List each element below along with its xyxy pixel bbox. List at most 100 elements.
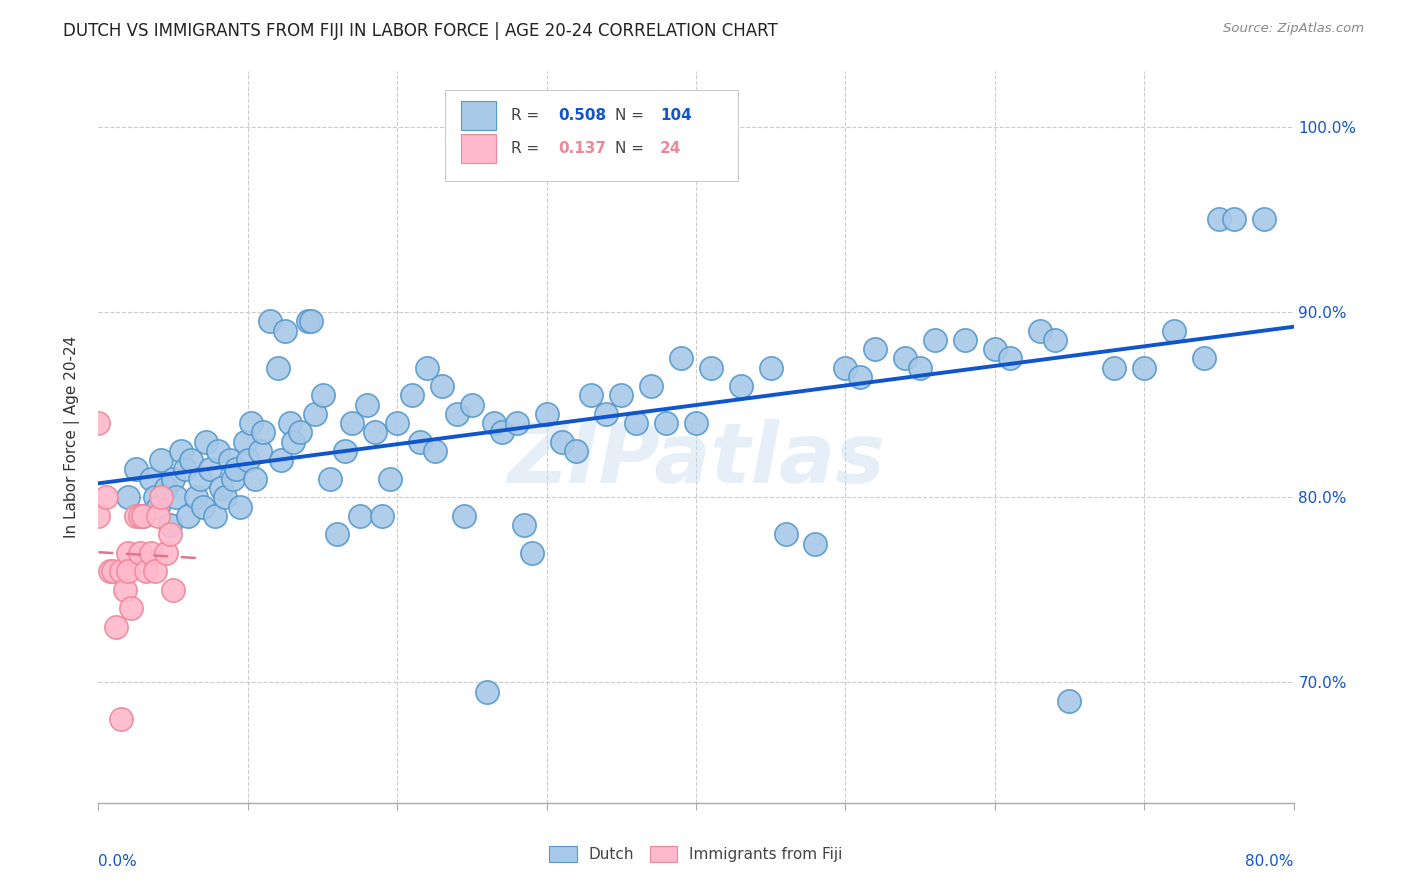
Point: [177, 508, 200, 523]
Point: [446, 407, 468, 421]
Point: [513, 518, 536, 533]
Point: [924, 333, 946, 347]
Point: [908, 360, 931, 375]
Point: [1192, 351, 1215, 366]
Y-axis label: In Labor Force | Age 20-24: In Labor Force | Age 20-24: [63, 336, 80, 538]
Point: [270, 453, 292, 467]
Point: [356, 398, 378, 412]
Point: [125, 508, 148, 523]
Point: [191, 500, 214, 514]
Point: [105, 620, 128, 634]
Point: [281, 434, 304, 449]
FancyBboxPatch shape: [461, 101, 496, 130]
Point: [103, 565, 125, 579]
Text: 104: 104: [661, 108, 692, 123]
Point: [155, 546, 177, 560]
Point: [1163, 324, 1185, 338]
Point: [378, 472, 401, 486]
Point: [110, 713, 132, 727]
Point: [174, 462, 197, 476]
Point: [195, 434, 218, 449]
Point: [225, 462, 247, 476]
Point: [408, 434, 430, 449]
Point: [162, 582, 184, 597]
Text: N =: N =: [614, 141, 648, 156]
Point: [209, 481, 232, 495]
Point: [491, 425, 513, 440]
Point: [184, 490, 207, 504]
Point: [484, 416, 506, 430]
Point: [430, 379, 453, 393]
Point: [759, 360, 782, 375]
Point: [423, 444, 446, 458]
Point: [1028, 324, 1050, 338]
Point: [998, 351, 1021, 366]
Point: [1223, 212, 1246, 227]
Point: [150, 453, 173, 467]
Point: [581, 388, 603, 402]
Point: [249, 444, 271, 458]
Point: [274, 324, 297, 338]
Point: [129, 546, 152, 560]
Point: [233, 434, 256, 449]
Point: [984, 342, 1007, 356]
Point: [700, 360, 723, 375]
Point: [849, 370, 872, 384]
Point: [110, 565, 132, 579]
Point: [565, 444, 588, 458]
Point: [117, 565, 139, 579]
Point: [207, 444, 229, 458]
Point: [453, 508, 475, 523]
Point: [550, 434, 572, 449]
Point: [117, 490, 139, 504]
Point: [155, 481, 177, 495]
Point: [125, 462, 148, 476]
Point: [640, 379, 662, 393]
Point: [139, 546, 162, 560]
FancyBboxPatch shape: [446, 90, 738, 181]
Point: [259, 314, 281, 328]
Point: [371, 508, 394, 523]
Point: [252, 425, 274, 440]
Point: [461, 398, 484, 412]
Point: [1208, 212, 1230, 227]
Text: ZIPatlas: ZIPatlas: [508, 418, 884, 500]
Text: DUTCH VS IMMIGRANTS FROM FIJI IN LABOR FORCE | AGE 20-24 CORRELATION CHART: DUTCH VS IMMIGRANTS FROM FIJI IN LABOR F…: [63, 22, 778, 40]
Point: [804, 536, 827, 550]
Point: [536, 407, 558, 421]
Point: [775, 527, 797, 541]
Point: [304, 407, 326, 421]
Point: [385, 416, 409, 430]
Point: [165, 490, 187, 504]
Text: 80.0%: 80.0%: [1246, 854, 1294, 869]
Point: [150, 490, 173, 504]
Point: [148, 500, 170, 514]
Point: [865, 342, 887, 356]
Point: [222, 472, 245, 486]
Point: [342, 416, 364, 430]
Point: [520, 546, 543, 560]
Point: [94, 490, 117, 504]
Point: [475, 684, 498, 698]
Point: [834, 360, 856, 375]
Point: [299, 314, 322, 328]
Point: [894, 351, 917, 366]
Point: [117, 546, 139, 560]
Point: [143, 565, 166, 579]
Point: [139, 472, 162, 486]
Text: 0.137: 0.137: [558, 141, 606, 156]
Point: [364, 425, 387, 440]
Text: 24: 24: [661, 141, 682, 156]
Point: [132, 508, 155, 523]
Point: [229, 500, 252, 514]
Point: [297, 314, 319, 328]
Text: 0.508: 0.508: [558, 108, 606, 123]
Point: [180, 453, 202, 467]
Point: [1104, 360, 1126, 375]
Point: [239, 416, 262, 430]
Point: [278, 416, 301, 430]
Point: [129, 508, 152, 523]
Point: [1133, 360, 1156, 375]
Point: [245, 472, 267, 486]
Point: [1043, 333, 1066, 347]
